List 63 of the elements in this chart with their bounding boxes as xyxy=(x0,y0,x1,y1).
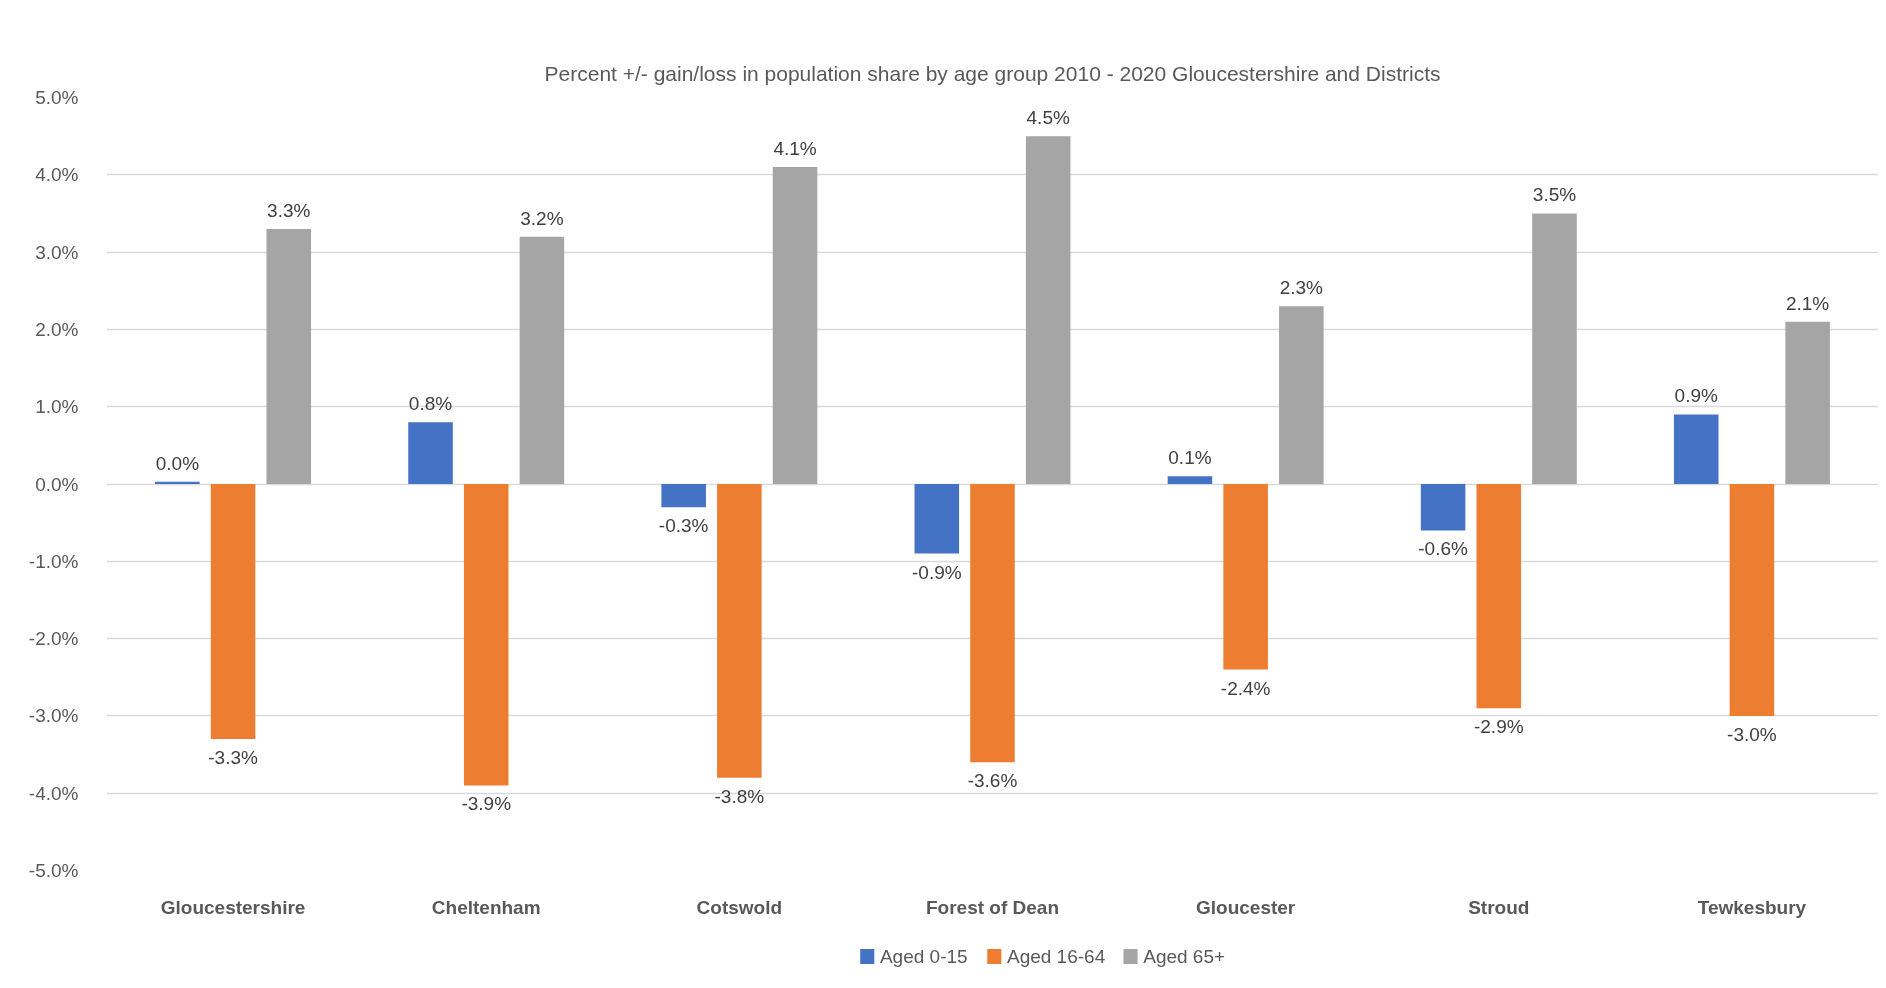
data-label: -3.6% xyxy=(967,770,1018,792)
y-tick-label: -4.0% xyxy=(28,782,79,804)
data-label: 2.3% xyxy=(1279,277,1324,299)
data-label: 4.5% xyxy=(1026,107,1070,129)
y-tick-label: -5.0% xyxy=(28,860,79,881)
data-label: -2.4% xyxy=(1220,677,1271,699)
y-tick-label: -3.0% xyxy=(28,705,79,727)
y-tick-label: 0.0% xyxy=(35,473,79,495)
bar xyxy=(661,484,706,508)
data-label: 3.2% xyxy=(520,207,564,229)
data-label: -0.9% xyxy=(911,561,962,583)
data-label: 0.8% xyxy=(408,393,453,415)
x-tick-label: Gloucestershire xyxy=(160,896,306,918)
data-label: 0.0% xyxy=(155,452,200,474)
bar xyxy=(1673,414,1719,484)
y-tick-label: 4.0% xyxy=(35,164,79,186)
x-tick-label: Stroud xyxy=(1468,896,1530,918)
bar xyxy=(772,167,818,484)
bar xyxy=(519,236,565,484)
x-tick-label: Forest of Dean xyxy=(925,896,1060,918)
data-label: 4.1% xyxy=(773,138,817,160)
bar xyxy=(1223,484,1268,670)
bar xyxy=(1420,484,1466,531)
y-tick-label: 3.0% xyxy=(35,241,79,263)
x-tick-label: Gloucester xyxy=(1196,896,1296,918)
bar xyxy=(1279,306,1324,484)
y-tick-label: -2.0% xyxy=(28,628,79,650)
bar xyxy=(210,484,256,740)
legend-label: Aged 0-15 xyxy=(879,946,968,967)
y-tick-label: 2.0% xyxy=(35,318,79,340)
data-label: -3.3% xyxy=(208,747,258,769)
data-label: -3.9% xyxy=(461,793,512,815)
legend-label: Aged 65+ xyxy=(1143,946,1226,967)
bar xyxy=(1785,321,1830,484)
data-label: 3.3% xyxy=(267,199,311,221)
data-label: -3.0% xyxy=(1727,723,1777,745)
y-tick-label: 5.0% xyxy=(35,87,79,108)
bar xyxy=(266,228,312,484)
legend-label: Aged 16-64 xyxy=(1006,946,1106,967)
x-tick-label: Tewkesbury xyxy=(1697,896,1807,918)
bar xyxy=(1476,484,1522,709)
bar xyxy=(1532,213,1577,484)
x-tick-label: Cheltenham xyxy=(431,896,541,918)
y-tick-label: 1.0% xyxy=(35,396,79,418)
x-tick-label: Cotswold xyxy=(696,896,783,918)
bar xyxy=(717,484,762,778)
bar xyxy=(408,422,453,484)
data-label: 0.1% xyxy=(1168,447,1212,469)
data-label: -0.3% xyxy=(658,515,709,537)
bar xyxy=(463,484,509,786)
data-label: 3.5% xyxy=(1532,184,1577,206)
bar xyxy=(1729,484,1775,716)
bar xyxy=(1167,476,1213,484)
y-tick-label: -1.0% xyxy=(28,550,79,572)
bar xyxy=(970,484,1015,763)
data-label: 0.9% xyxy=(1674,385,1718,407)
data-label: -3.8% xyxy=(714,785,765,807)
data-label: -2.9% xyxy=(1473,716,1524,738)
bar xyxy=(914,484,960,554)
bar xyxy=(1025,136,1071,484)
data-label: -0.6% xyxy=(1418,538,1469,560)
chart-title: Percent +/- gain/loss in population share by age group 2010 - 2020 Gloucestershire and Districts xyxy=(544,61,1441,85)
data-label: 2.1% xyxy=(1785,292,1830,314)
